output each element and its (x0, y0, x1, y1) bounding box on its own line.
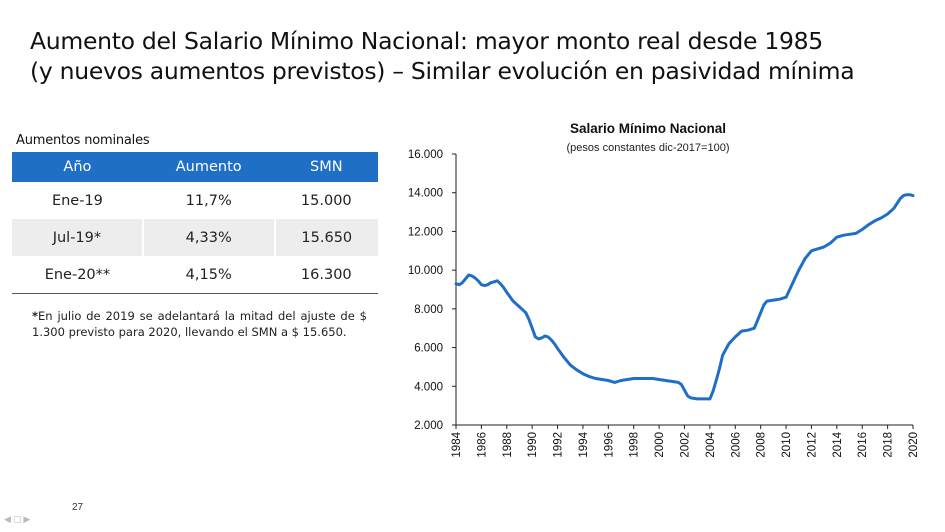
x-tick-label: 2020 (908, 432, 920, 458)
nominal-increases-table: Año Aumento SMN Ene-19 11,7% 15.000 Jul-… (12, 152, 378, 294)
cell-smn: 16.300 (274, 256, 378, 294)
y-tick-label: 6.000 (414, 343, 443, 355)
header-smn: SMN (274, 152, 378, 182)
x-tick-label: 1992 (553, 432, 565, 458)
x-tick-label: 1990 (527, 432, 539, 458)
slide-title-line1: Aumento del Salario Mínimo Nacional: may… (30, 27, 823, 55)
cell-increase: 4,15% (142, 256, 275, 294)
x-tick-label: 2004 (705, 431, 717, 457)
slide-title-line2: (y nuevos aumentos previstos) – Similar … (30, 57, 855, 85)
cell-increase: 11,7% (185, 192, 232, 209)
x-tick-label: 2010 (781, 432, 793, 458)
page-number: 27 (72, 502, 84, 513)
x-tick-label: 1986 (476, 432, 488, 458)
y-tick-label: 8.000 (414, 304, 443, 316)
cell-smn: 15.000 (300, 192, 352, 209)
table-caption: Aumentos nominales (16, 133, 150, 148)
footnote: *En julio de 2019 se adelantará la mitad… (32, 308, 367, 340)
slide-title: Aumento del Salario Mínimo Nacional: may… (30, 26, 930, 86)
header-year: Año (12, 152, 143, 182)
y-tick-label: 14.000 (408, 188, 443, 200)
x-tick-label: 1994 (578, 431, 590, 457)
y-tick-label: 16.000 (408, 149, 443, 161)
table-row: Ene-20** 4,15% 16.300 (12, 256, 378, 294)
x-tick-label: 1988 (502, 432, 514, 458)
y-tick-label: 12.000 (408, 226, 443, 238)
x-tick-label: 2000 (654, 432, 666, 458)
y-tick-label: 2.000 (414, 420, 443, 432)
chart-subtitle: (pesos constantes dic-2017=100) (567, 142, 730, 154)
x-tick-label: 2002 (680, 432, 692, 458)
header-increase: Aumento (142, 152, 275, 182)
table-header-row: Año Aumento SMN (12, 152, 378, 182)
table-row: Jul-19* 4,33% 15.650 (12, 219, 378, 256)
x-tick-label: 2014 (832, 431, 844, 457)
x-tick-label: 1984 (451, 431, 463, 457)
minimum-wage-line-chart: Salario Mínimo Nacional (pesos constante… (408, 121, 920, 458)
cell-year: Ene-19 (51, 192, 103, 209)
x-tick-label: 1998 (629, 432, 641, 458)
table-row: Ene-19 11,7% 15.000 (12, 182, 378, 219)
x-tick-label: 2018 (883, 432, 895, 458)
footnote-text: En julio de 2019 se adelantará la mitad … (32, 309, 367, 339)
y-tick-label: 4.000 (414, 381, 443, 393)
slide-nav-icons: ◀▢▶ (4, 514, 33, 524)
x-axis-ticks: 1984 1986 1988 1990 1992 1994 1996 1998 2000 2002… (451, 425, 920, 458)
x-tick-label: 2008 (756, 432, 768, 458)
x-tick-label: 2016 (857, 432, 869, 458)
series-line-smn (454, 193, 915, 401)
y-axis-ticks: 2.000 4.000 6.000 8.000 10.000 12.000 14.000 16… (408, 149, 456, 432)
cell-increase: 4,33% (141, 219, 275, 256)
cell-smn: 15.650 (273, 219, 378, 256)
cell-year: Jul-19* (12, 219, 143, 256)
cell-year: Ene-20** (12, 256, 143, 294)
x-tick-label: 1996 (603, 432, 615, 458)
chart-title: Salario Mínimo Nacional (570, 121, 726, 136)
footnote-marker: * (32, 309, 39, 323)
x-tick-label: 2012 (806, 432, 818, 458)
y-tick-label: 10.000 (408, 265, 443, 277)
x-tick-label: 2006 (730, 432, 742, 458)
